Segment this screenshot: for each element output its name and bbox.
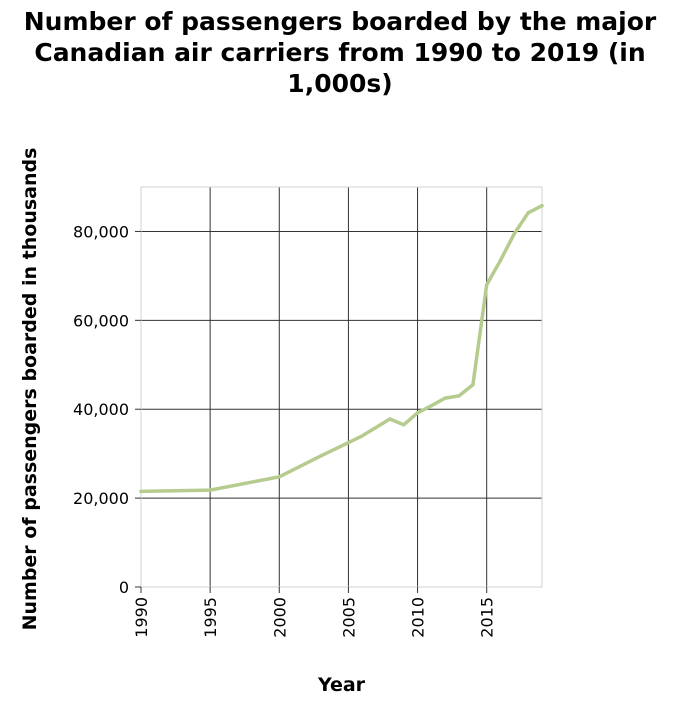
y-tick-label: 0: [119, 578, 129, 597]
y-tick-label: 80,000: [73, 222, 129, 241]
chart-title-line-2: Canadian air carriers from 1990 to 2019 …: [34, 38, 646, 67]
data-point: [208, 488, 212, 492]
data-point: [443, 396, 447, 400]
data-point: [498, 258, 503, 263]
x-tick-label: 2015: [478, 597, 497, 638]
data-point: [139, 489, 143, 494]
x-tick-label: 2005: [339, 597, 358, 638]
data-point: [484, 283, 489, 287]
y-axis-label: Number of passengers boarded in thousand…: [19, 148, 41, 631]
data-point: [277, 475, 281, 479]
y-tick-label: 40,000: [73, 400, 129, 419]
x-tick-label: 2000: [270, 597, 289, 638]
data-point: [360, 434, 364, 438]
chart-title: Number of passengers boarded by the majo…: [0, 6, 680, 99]
x-tick-label: 2010: [409, 597, 428, 638]
plot-frame: [140, 186, 543, 588]
data-point: [402, 423, 406, 427]
data-point: [526, 211, 530, 215]
x-axis-ticks: 1990 1995 2000 2005 2010 2015: [132, 587, 497, 638]
y-tick-label: 60,000: [73, 311, 129, 330]
x-tick-label: 1990: [132, 597, 151, 638]
chart-title-line-1: Number of passengers boarded by the majo…: [23, 7, 657, 36]
y-tick-label: 20,000: [73, 489, 129, 508]
data-point: [319, 454, 323, 458]
data-point: [388, 417, 392, 421]
series-line: [139, 203, 544, 494]
data-point: [415, 411, 420, 415]
x-axis-label: Year: [317, 674, 366, 696]
x-tick-label: 1995: [201, 597, 220, 638]
chart-title-line-3: 1,000s): [287, 69, 393, 98]
data-point: [429, 403, 434, 408]
data-point: [512, 231, 517, 236]
data-point: [457, 394, 461, 398]
y-axis-ticks: 0 20,000 40,000 60,000 80,000: [73, 222, 141, 597]
grid: [140, 187, 542, 588]
data-point: [471, 383, 475, 387]
series-group: [139, 203, 544, 494]
data-point: [540, 203, 544, 208]
